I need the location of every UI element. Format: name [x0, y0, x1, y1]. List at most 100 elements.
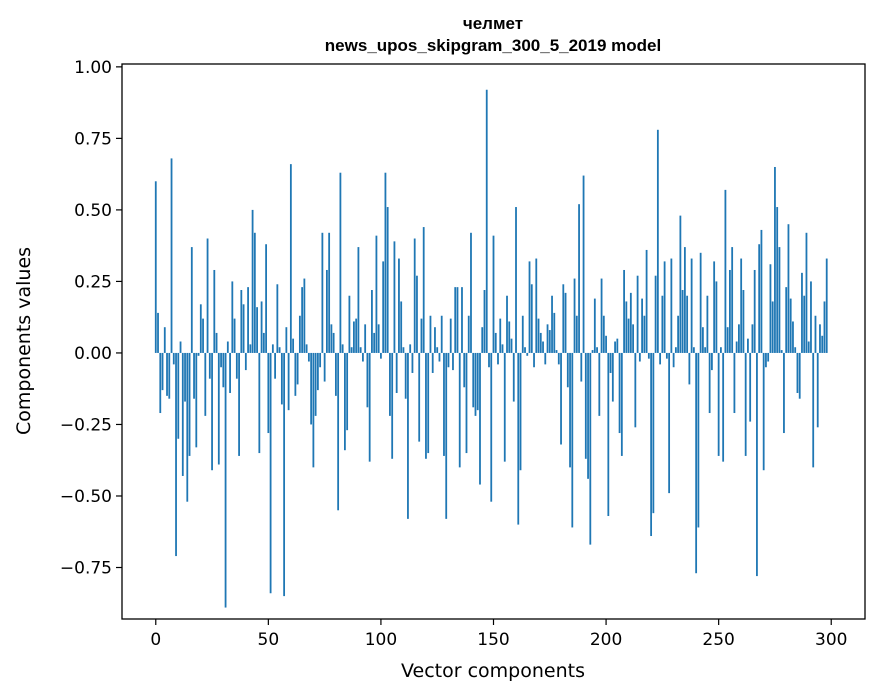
bar-173 — [544, 352, 547, 365]
bar-199 — [602, 315, 605, 353]
bar-87 — [350, 347, 353, 353]
bar-212 — [632, 324, 634, 353]
bar-196 — [596, 347, 598, 353]
bar-190 — [582, 175, 585, 353]
bar-17 — [193, 352, 195, 399]
bar-74 — [321, 232, 324, 353]
bar-96 — [371, 290, 373, 353]
bar-61 — [292, 338, 295, 353]
bar-272 — [767, 352, 770, 362]
bar-188 — [578, 204, 580, 353]
bar-241 — [697, 352, 700, 528]
bar-280 — [785, 287, 788, 353]
bar-8 — [172, 352, 175, 365]
bar-11 — [179, 341, 182, 353]
bar-265 — [751, 324, 754, 353]
bar-127 — [440, 315, 443, 353]
bar-103 — [386, 207, 389, 353]
bar-234 — [681, 290, 684, 353]
bar-163 — [521, 315, 524, 353]
bar-242 — [699, 252, 702, 353]
bar-135 — [458, 352, 461, 468]
bar-203 — [611, 352, 614, 402]
bar-136 — [461, 287, 463, 353]
bar-124 — [434, 327, 436, 353]
bar-262 — [744, 352, 747, 456]
bar-28 — [217, 352, 220, 465]
bar-276 — [776, 207, 779, 353]
bar-237 — [688, 352, 691, 385]
y-tick-label: −0.25 — [60, 415, 112, 435]
bar-147 — [485, 89, 488, 353]
bar-118 — [420, 318, 423, 353]
bar-73 — [319, 352, 322, 368]
bar-287 — [801, 272, 803, 353]
bar-206 — [618, 352, 621, 434]
bar-210 — [627, 318, 630, 353]
bar-164 — [524, 347, 526, 353]
bar-36 — [235, 352, 238, 379]
bar-233 — [679, 215, 682, 353]
bar-9 — [175, 352, 177, 557]
bar-131 — [449, 318, 452, 353]
x-tick-label: 0 — [150, 630, 161, 650]
bar-291 — [810, 281, 812, 353]
bar-52 — [271, 344, 274, 353]
bar-278 — [780, 350, 783, 353]
bar-211 — [629, 292, 632, 353]
bar-149 — [490, 352, 493, 502]
bar-25 — [211, 352, 213, 471]
bar-193 — [589, 352, 592, 545]
bar-297 — [823, 301, 826, 353]
bar-286 — [798, 352, 801, 399]
bar-150 — [492, 235, 495, 353]
bar-88 — [353, 321, 355, 353]
bar-175 — [548, 330, 551, 353]
bar-104 — [389, 352, 391, 416]
bar-79 — [332, 332, 335, 353]
bar-226 — [663, 261, 666, 353]
bar-31 — [224, 352, 227, 608]
bar-37 — [238, 352, 240, 456]
x-tick-label: 250 — [702, 630, 734, 650]
bar-40 — [244, 352, 247, 371]
bar-90 — [357, 247, 360, 353]
x-tick-label: 200 — [590, 630, 622, 650]
bar-63 — [296, 352, 299, 385]
bar-99 — [377, 324, 380, 353]
bar-67 — [305, 344, 308, 353]
bar-114 — [411, 352, 414, 373]
bar-107 — [395, 352, 398, 393]
bar-267 — [756, 352, 758, 577]
bar-158 — [510, 338, 513, 353]
bar-69 — [310, 352, 313, 425]
bar-160 — [515, 207, 517, 353]
bar-177 — [553, 312, 556, 353]
bar-105 — [391, 352, 394, 459]
bar-209 — [625, 301, 628, 353]
bar-66 — [303, 278, 306, 353]
bar-217 — [643, 315, 646, 353]
bar-89 — [355, 318, 358, 353]
y-tick-label: 0.00 — [74, 344, 112, 364]
y-axis: −0.75 −0.50 −0.25 0.00 0.25 0.50 0.75 1.00 — [60, 58, 122, 579]
bar-189 — [580, 352, 583, 382]
bar-23 — [206, 238, 209, 353]
bar-156 — [506, 295, 508, 353]
bar-184 — [569, 352, 571, 468]
bar-49 — [265, 244, 267, 353]
bar-224 — [659, 352, 662, 365]
bar-257 — [733, 352, 736, 414]
bar-261 — [742, 290, 745, 353]
bar-238 — [690, 258, 693, 353]
x-tick-label: 300 — [815, 630, 847, 650]
bar-144 — [479, 352, 481, 485]
bar-185 — [571, 352, 574, 528]
bar-51 — [269, 352, 272, 594]
bar-208 — [623, 269, 625, 353]
bar-244 — [704, 347, 707, 353]
bar-98 — [375, 235, 378, 353]
bar-146 — [483, 290, 486, 353]
bar-205 — [616, 338, 619, 353]
bar-285 — [796, 352, 799, 393]
